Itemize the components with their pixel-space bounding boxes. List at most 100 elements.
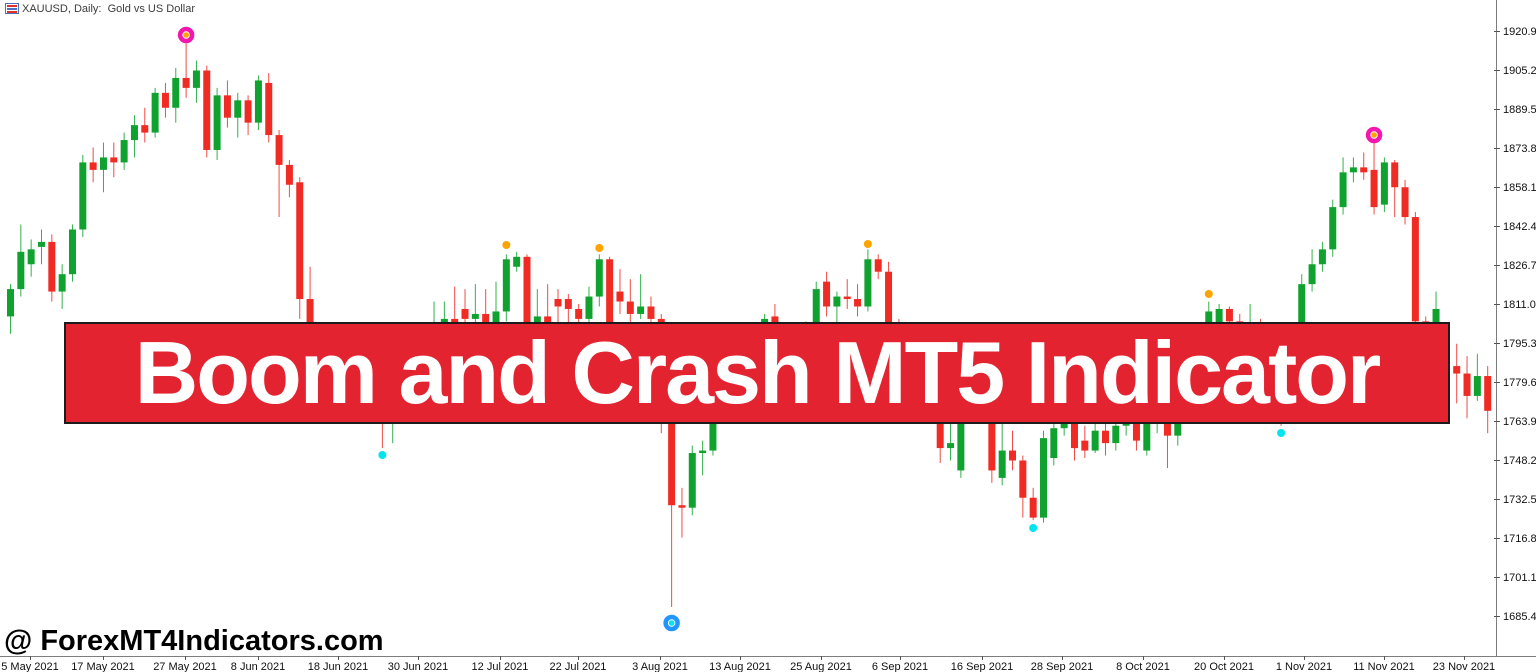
bear-candle (843, 296, 851, 300)
bull-candle (1112, 425, 1120, 444)
bull-candle (864, 259, 872, 307)
bull-candle (58, 274, 66, 292)
time-tick-label: 30 Jun 2021 (388, 661, 449, 672)
bull-candle (502, 259, 510, 312)
bear-candle (1225, 308, 1233, 322)
price-tick-label: 1763.90 (1503, 416, 1536, 428)
price-tick-label: 1873.80 (1503, 143, 1536, 155)
bear-candle (616, 291, 624, 302)
price-tick-label: 1858.10 (1503, 182, 1536, 194)
bull-candle (812, 289, 820, 327)
bull-candle (1329, 207, 1337, 250)
bull-candle (1349, 167, 1357, 173)
price-tick-label: 1748.20 (1503, 455, 1536, 467)
swing-low-dot-icon (1029, 524, 1038, 532)
bear-candle (461, 308, 469, 319)
bear-candle (523, 256, 531, 327)
bear-candle (988, 385, 996, 471)
bull-candle (79, 162, 87, 230)
bull-candle (68, 229, 76, 275)
price-tick-label: 1842.40 (1503, 221, 1536, 233)
bull-candle (1040, 438, 1047, 518)
bear-candle (1070, 405, 1078, 449)
swing-high-dot-icon (502, 241, 511, 249)
time-tick-label: 16 Sep 2021 (951, 661, 1013, 672)
bear-candle (1391, 162, 1399, 188)
bull-candle (254, 80, 262, 123)
time-tick-label: 5 May 2021 (1, 661, 58, 672)
swing-high-dot-icon (863, 240, 872, 248)
bear-candle (1360, 167, 1368, 173)
swing-low-dot-icon (1277, 429, 1286, 437)
bull-candle (151, 92, 159, 133)
time-tick-label: 1 Nov 2021 (1276, 661, 1332, 672)
price-tick-label: 1905.20 (1503, 65, 1536, 77)
bear-candle (161, 92, 169, 108)
bull-candle (192, 70, 200, 88)
bull-candle (1050, 428, 1058, 459)
time-tick-label: 25 Aug 2021 (790, 661, 852, 672)
time-tick-label: 23 Nov 2021 (1433, 661, 1495, 672)
time-axis[interactable]: 5 May 2021 17 May 2021 27 May 2021 8 Jun 20… (0, 656, 1536, 672)
bear-candle (874, 259, 882, 272)
bull-candle (533, 316, 541, 327)
bull-candle (1298, 284, 1306, 352)
bull-candle (37, 241, 45, 247)
bull-candle (957, 415, 965, 471)
time-tick-label: 8 Jun 2021 (231, 661, 285, 672)
bear-candle (823, 281, 831, 307)
time-tick-label: 17 May 2021 (71, 661, 135, 672)
bear-candle (265, 82, 273, 136)
bear-candle (1101, 430, 1109, 444)
bear-candle (275, 135, 283, 165)
bear-candle (141, 125, 149, 133)
watermark-text: @ ForexMT4Indicators.com (4, 625, 384, 657)
bear-candle (48, 241, 56, 292)
buy-signal-center (668, 620, 675, 626)
bear-candle (1463, 373, 1471, 396)
bear-candle (1029, 497, 1037, 518)
bear-candle (1411, 217, 1419, 322)
price-tick-label: 1779.60 (1503, 377, 1536, 389)
bull-candle (595, 259, 603, 297)
time-tick-label: 27 May 2021 (153, 661, 217, 672)
price-tick-label: 1920.90 (1503, 26, 1536, 38)
bull-candle (492, 311, 500, 324)
bear-candle (482, 313, 490, 324)
bear-candle (1019, 460, 1027, 498)
time-tick-label: 11 Nov 2021 (1353, 661, 1415, 672)
bull-candle (7, 289, 14, 317)
bear-candle (606, 259, 614, 327)
bear-candle (647, 306, 655, 319)
swing-high-dot-icon (1204, 290, 1213, 298)
bear-candle (885, 271, 893, 327)
price-tick-label: 1716.80 (1503, 533, 1536, 545)
bear-candle (564, 299, 572, 309)
time-tick-label: 12 Jul 2021 (472, 661, 529, 672)
bull-candle (1091, 430, 1099, 451)
bull-candle (471, 313, 479, 319)
bull-candle (1308, 264, 1316, 285)
bear-candle (296, 182, 304, 300)
bear-candle (575, 308, 583, 319)
bull-candle (1174, 418, 1182, 436)
bull-candle (1215, 308, 1223, 324)
sell-signal-center (1371, 132, 1377, 138)
chart-title: XAUUSD, Daily: Gold vs US Dollar (22, 3, 195, 15)
bull-candle (699, 450, 707, 454)
bear-candle (285, 164, 293, 185)
bull-candle (120, 140, 128, 163)
price-tick-label: 1811.00 (1503, 299, 1536, 311)
bull-candle (234, 100, 242, 118)
bull-candle (1339, 172, 1347, 208)
bull-candle (172, 77, 180, 108)
bull-candle (17, 251, 25, 290)
price-axis[interactable]: 1920.90 1905.20 1889.50 1873.80 1858.10 1842.… (1494, 0, 1536, 656)
time-tick-label: 8 Oct 2021 (1116, 661, 1170, 672)
bull-candle (1318, 249, 1326, 265)
price-tick-label: 1685.40 (1503, 611, 1536, 623)
bear-candle (203, 70, 211, 150)
signal-markers (177, 26, 1383, 632)
bear-candle (554, 299, 562, 307)
